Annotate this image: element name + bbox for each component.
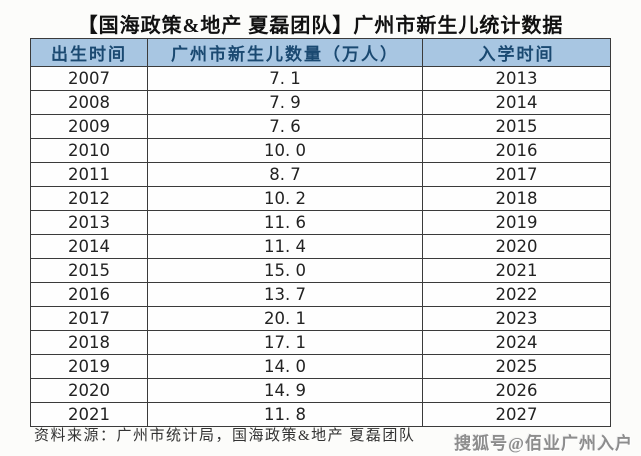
newborn-count-cell: 11. 4 <box>147 234 423 259</box>
newborn-count-cell: 14. 9 <box>147 378 423 403</box>
birth-year-cell: 2013 <box>30 210 148 235</box>
table-row: 2020 14. 9 2026 <box>30 378 611 403</box>
table-row: 2013 11. 6 2019 <box>30 210 611 235</box>
birth-year-cell: 2021 <box>30 402 148 427</box>
table-row: 2016 13. 7 2022 <box>30 282 611 307</box>
newborn-count-cell: 10. 0 <box>147 138 423 163</box>
enrollment-year-cell: 2015 <box>422 114 611 139</box>
newborn-count-cell: 8. 7 <box>147 162 423 187</box>
newborn-count-cell: 17. 1 <box>147 330 423 355</box>
table-row: 2018 17. 1 2024 <box>30 330 611 355</box>
table-header-row: 出生时间 广州市新生儿数量（万人） 入学时间 <box>30 38 611 67</box>
birth-year-cell: 2017 <box>30 306 148 331</box>
data-source-note: 资料来源：广州市统计局，国海政策&地产 夏磊团队 <box>34 428 416 444</box>
birth-year-cell: 2012 <box>30 186 148 211</box>
enrollment-year-cell: 2020 <box>422 234 611 259</box>
enrollment-year-cell: 2026 <box>422 378 611 403</box>
newborn-count-cell: 7. 6 <box>147 114 423 139</box>
table-row: 2015 15. 0 2021 <box>30 258 611 283</box>
birth-year-cell: 2020 <box>30 378 148 403</box>
newborn-count-cell: 20. 1 <box>147 306 423 331</box>
newborn-count-cell: 7. 9 <box>147 90 423 115</box>
enrollment-year-cell: 2022 <box>422 282 611 307</box>
birth-year-cell: 2008 <box>30 90 148 115</box>
column-header-birth-year: 出生时间 <box>30 38 148 67</box>
table-body: 2007 7. 1 2013 2008 7. 9 2014 2009 7. 6 2015 2010… <box>30 66 611 427</box>
table-row: 2009 7. 6 2015 <box>30 114 611 139</box>
table-row: 2007 7. 1 2013 <box>30 66 611 91</box>
table-row: 2017 20. 1 2023 <box>30 306 611 331</box>
birth-year-cell: 2007 <box>30 66 148 91</box>
birth-year-cell: 2011 <box>30 162 148 187</box>
newborn-stats-table: 出生时间 广州市新生儿数量（万人） 入学时间 2007 7. 1 2013 2008 7… <box>30 38 611 427</box>
enrollment-year-cell: 2024 <box>422 330 611 355</box>
enrollment-year-cell: 2017 <box>422 162 611 187</box>
page-title: 【国海政策&地产 夏磊团队】广州市新生儿统计数据 <box>77 15 564 37</box>
birth-year-cell: 2019 <box>30 354 148 379</box>
table-row: 2011 8. 7 2017 <box>30 162 611 187</box>
newborn-count-cell: 11. 6 <box>147 210 423 235</box>
table-row: 2012 10. 2 2018 <box>30 186 611 211</box>
newborn-count-cell: 15. 0 <box>147 258 423 283</box>
enrollment-year-cell: 2021 <box>422 258 611 283</box>
enrollment-year-cell: 2023 <box>422 306 611 331</box>
newborn-count-cell: 13. 7 <box>147 282 423 307</box>
column-header-enrollment-year: 入学时间 <box>422 38 611 67</box>
table-row: 2008 7. 9 2014 <box>30 90 611 115</box>
table-row: 2019 14. 0 2025 <box>30 354 611 379</box>
enrollment-year-cell: 2025 <box>422 354 611 379</box>
column-header-newborn-count: 广州市新生儿数量（万人） <box>147 38 423 67</box>
enrollment-year-cell: 2016 <box>422 138 611 163</box>
table-header: 出生时间 广州市新生儿数量（万人） 入学时间 <box>30 38 611 67</box>
enrollment-year-cell: 2014 <box>422 90 611 115</box>
table-row: 2021 11. 8 2027 <box>30 402 611 427</box>
table-row: 2010 10. 0 2016 <box>30 138 611 163</box>
table-row: 2014 11. 4 2020 <box>30 234 611 259</box>
birth-year-cell: 2015 <box>30 258 148 283</box>
newborn-count-cell: 11. 8 <box>147 402 423 427</box>
newborn-count-cell: 14. 0 <box>147 354 423 379</box>
birth-year-cell: 2016 <box>30 282 148 307</box>
birth-year-cell: 2014 <box>30 234 148 259</box>
birth-year-cell: 2010 <box>30 138 148 163</box>
enrollment-year-cell: 2018 <box>422 186 611 211</box>
newborn-count-cell: 7. 1 <box>147 66 423 91</box>
enrollment-year-cell: 2013 <box>422 66 611 91</box>
enrollment-year-cell: 2027 <box>422 402 611 427</box>
enrollment-year-cell: 2019 <box>422 210 611 235</box>
newborn-count-cell: 10. 2 <box>147 186 423 211</box>
sohu-watermark: 搜狐号@佰业广州入户 <box>454 434 633 453</box>
birth-year-cell: 2009 <box>30 114 148 139</box>
birth-year-cell: 2018 <box>30 330 148 355</box>
